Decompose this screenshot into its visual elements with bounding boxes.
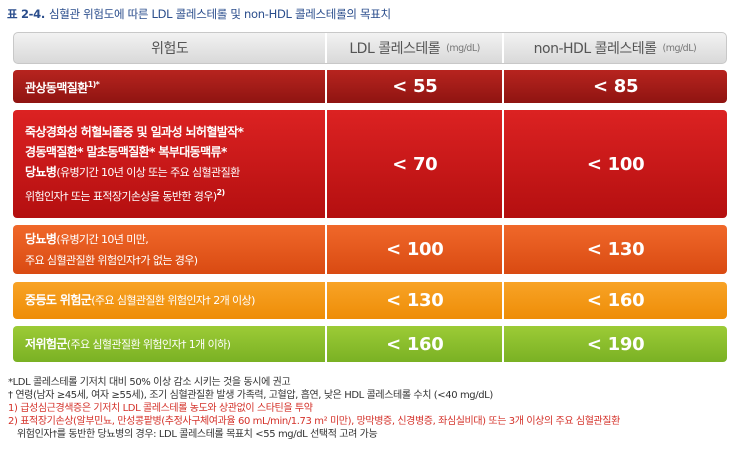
nonhdl-target: < 160 xyxy=(502,282,727,319)
row-label-bold: 당뇨병 xyxy=(25,164,57,179)
row-footnote-mark: 2) xyxy=(216,187,226,197)
row-label-line: 위험인자† 또는 표적장기손상을 동반한 경우)2) xyxy=(25,183,313,207)
table-number: 표 2-4. xyxy=(7,7,45,21)
nonhdl-target: < 100 xyxy=(502,110,727,218)
header-nonhdl: non-HDL 콜레스테롤 (mg/dL) xyxy=(501,33,726,63)
ldl-target: < 55 xyxy=(325,70,502,103)
row-label-bold: 저위험군 xyxy=(25,336,67,351)
table-title: 표 2-4. 심혈관 위험도에 따른 LDL 콜레스테롤 및 non-HDL 콜레… xyxy=(7,6,391,22)
footnote: † 연령(남자 ≥45세, 여자 ≥55세), 조기 심혈관질환 발생 가족력,… xyxy=(8,390,493,401)
table-title-text: 심혈관 위험도에 따른 LDL 콜레스테롤 및 non-HDL 콜레스테롤의 목… xyxy=(48,7,391,21)
ldl-target: < 160 xyxy=(325,326,502,362)
row-label: 중등도 위험군(주요 심혈관질환 위험인자† 2개 이상) xyxy=(13,282,325,319)
nonhdl-target: < 85 xyxy=(502,70,727,103)
row-label-line: 경동맥질환* 말초동맥질환* 복부대동맥류* xyxy=(25,144,227,159)
row-label: 죽상경화성 허혈뇌졸중 및 일과성 뇌허혈발작* 경동맥질환* 말초동맥질환* … xyxy=(13,110,325,218)
row-label-detail: 위험인자† 또는 표적장기손상을 동반한 경우) xyxy=(25,189,217,203)
risk-row-diabetes: 당뇨병(유병기간 10년 미만, 주요 심혈관질환 위험인자†가 없는 경우) … xyxy=(13,225,727,274)
header-nonhdl-unit: (mg/dL) xyxy=(662,42,697,54)
row-label-line: 죽상경화성 허혈뇌졸중 및 일과성 뇌허혈발작* xyxy=(25,124,244,139)
risk-row-low: 저위험군(주요 심혈관질환 위험인자† 1개 이하) < 160 < 190 xyxy=(13,326,727,362)
risk-row-coronary: 관상동맥질환1)* < 55 < 85 xyxy=(13,70,727,103)
ldl-target: < 130 xyxy=(325,282,502,319)
ldl-target: < 70 xyxy=(325,110,502,218)
row-label-line: 주요 심혈관질환 위험인자†가 없는 경우) xyxy=(25,250,313,271)
header-risk: 위험도 xyxy=(14,33,325,63)
nonhdl-target: < 130 xyxy=(502,225,727,274)
row-label-detail: 주요 심혈관질환 위험인자†가 없는 경우) xyxy=(25,253,198,267)
row-label-bold: 당뇨병 xyxy=(25,231,57,246)
row-label-line: 당뇨병(유병기간 10년 이상 또는 주요 심혈관질환 xyxy=(25,162,313,183)
header-ldl-label: LDL 콜레스테롤 xyxy=(349,41,441,57)
header-risk-label: 위험도 xyxy=(151,41,189,57)
row-label-detail: (유병기간 10년 이상 또는 주요 심혈관질환 xyxy=(56,165,240,179)
footnote: 2) 표적장기손상(알부민뇨, 만성콩팥병(추정사구체여과율 60 mL/min… xyxy=(8,416,620,427)
row-label-text: 관상동맥질환 xyxy=(25,81,88,95)
header-nonhdl-label: non-HDL 콜레스테롤 xyxy=(533,41,657,57)
footnotes: *LDL 콜레스테롤 기저치 대비 50% 이상 감소 시키는 것을 동시에 권… xyxy=(8,376,733,441)
footnote: 1) 급성심근경색증은 기저치 LDL 콜레스테롤 농도와 상관없이 스타틴을 … xyxy=(8,403,313,414)
row-label-bold: 중등도 위험군 xyxy=(25,293,92,307)
header-ldl-unit: (mg/dL) xyxy=(446,42,480,54)
row-label-detail: (주요 심혈관질환 위험인자† 2개 이상) xyxy=(91,294,255,307)
row-label: 당뇨병(유병기간 10년 미만, 주요 심혈관질환 위험인자†가 없는 경우) xyxy=(13,225,325,274)
risk-row-moderate: 중등도 위험군(주요 심혈관질환 위험인자† 2개 이상) < 130 < 16… xyxy=(13,282,727,319)
row-label-line: 당뇨병(유병기간 10년 미만, xyxy=(25,229,313,250)
ldl-target: < 100 xyxy=(325,225,502,274)
nonhdl-target: < 190 xyxy=(502,326,727,362)
row-label: 관상동맥질환1)* xyxy=(13,70,325,103)
table-header: 위험도 LDL 콜레스테롤 (mg/dL) non-HDL 콜레스테롤 (mg/dL… xyxy=(13,32,727,64)
footnote: *LDL 콜레스테롤 기저치 대비 50% 이상 감소 시키는 것을 동시에 권… xyxy=(8,377,291,388)
row-label: 저위험군(주요 심혈관질환 위험인자† 1개 이하) xyxy=(13,326,325,362)
row-footnote-mark: 1)* xyxy=(87,80,100,89)
risk-row-very-high: 죽상경화성 허혈뇌졸중 및 일과성 뇌허혈발작* 경동맥질환* 말초동맥질환* … xyxy=(13,110,727,218)
row-label-detail: (주요 심혈관질환 위험인자† 1개 이하) xyxy=(66,337,231,351)
footnote: 위험인자†를 동반한 당뇨병의 경우: LDL 콜레스테롤 목표치 <55 mg… xyxy=(17,429,378,440)
row-label-detail: (유병기간 10년 미만, xyxy=(56,232,149,246)
header-ldl: LDL 콜레스테롤 (mg/dL) xyxy=(325,33,502,63)
